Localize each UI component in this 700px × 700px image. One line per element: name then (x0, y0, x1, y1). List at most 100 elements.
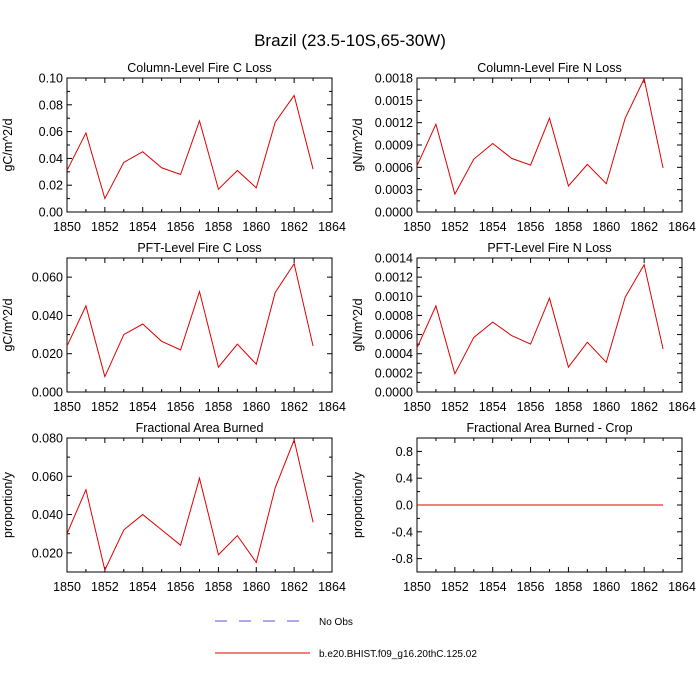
legend: No Obs b.e20.BHIST.f09_g16.20thC.125.02 (215, 617, 477, 660)
y-tick-label: 0.020 (32, 546, 63, 560)
y-tick-label: 0.04 (39, 152, 63, 166)
x-tick-label: 1862 (630, 400, 658, 414)
y-axis-label: gC/m^2/d (1, 118, 15, 171)
y-tick-label: 0.040 (32, 508, 63, 522)
x-tick-label: 1854 (479, 400, 507, 414)
y-tick-label: 0.0000 (375, 206, 413, 220)
y-tick-label: 0.4 (396, 472, 413, 486)
x-tick-label: 1850 (53, 400, 81, 414)
x-tick-label: 1854 (129, 400, 157, 414)
y-tick-label: 0.0000 (375, 386, 413, 400)
y-tick-label: 0.02 (39, 179, 63, 193)
y-tick-label: 0.0006 (375, 328, 413, 342)
y-axis-label: proportion/y (351, 471, 365, 538)
x-tick-label: 1860 (242, 400, 270, 414)
x-tick-label: 1862 (280, 580, 308, 594)
y-tick-label: 0.08 (39, 98, 63, 112)
chart-panel: PFT-Level Fire C Loss 1850 1852 1854 1856 185… (1, 241, 346, 414)
y-tick-label: 0.0014 (375, 252, 413, 266)
y-tick-label: 0.0002 (375, 366, 413, 380)
y-tick-label: 0.0004 (375, 347, 413, 361)
y-tick-label: 0.0018 (375, 72, 413, 86)
series-line (66, 262, 314, 379)
plot-frame (416, 257, 683, 393)
y-tick-label: 0.0008 (375, 309, 413, 323)
y-tick-label: 0.060 (32, 271, 63, 285)
y-tick-label: 0.060 (32, 470, 63, 484)
y-axis-label: gN/m^2/d (351, 298, 365, 351)
x-tick-label: 1850 (53, 580, 81, 594)
plot-frame (416, 77, 683, 213)
panel-title: PFT-Level Fire C Loss (137, 241, 261, 255)
x-tick-label: 1852 (91, 400, 119, 414)
chart-panel: Column-Level Fire N Loss 1850 1852 1854 1856… (351, 61, 696, 234)
x-tick-label: 1852 (441, 580, 469, 594)
panel-title: Fractional Area Burned - Crop (466, 421, 632, 435)
x-tick-label: 1852 (441, 400, 469, 414)
series-line (66, 94, 314, 200)
x-tick-label: 1856 (517, 220, 545, 234)
x-tick-label: 1858 (555, 400, 583, 414)
y-tick-label: 0.040 (32, 309, 63, 323)
x-tick-label: 1852 (91, 580, 119, 594)
y-tick-label: -0.8 (391, 552, 413, 566)
x-tick-label: 1856 (517, 580, 545, 594)
x-tick-label: 1854 (479, 220, 507, 234)
y-tick-label: 0.0010 (375, 290, 413, 304)
x-tick-label: 1850 (403, 400, 431, 414)
y-tick-label: 0.00 (39, 206, 63, 220)
x-tick-label: 1864 (668, 400, 696, 414)
chart-panel: Fractional Area Burned - Crop 1850 1852 185… (351, 421, 696, 594)
x-tick-label: 1854 (479, 580, 507, 594)
y-tick-label: 0.0 (396, 499, 413, 513)
x-tick-label: 1856 (167, 580, 195, 594)
figure-title: Brazil (23.5-10S,65-30W) (254, 31, 446, 50)
series-line (66, 438, 314, 572)
y-axis-label: gC/m^2/d (1, 298, 15, 351)
chart-panel: Column-Level Fire C Loss 1850 1852 1854 1856… (1, 61, 346, 234)
x-tick-label: 1864 (318, 400, 346, 414)
x-tick-label: 1856 (167, 400, 195, 414)
y-tick-label: 0.0009 (375, 139, 413, 153)
x-tick-label: 1864 (318, 220, 346, 234)
x-tick-label: 1862 (630, 580, 658, 594)
panel-title: PFT-Level Fire N Loss (487, 241, 611, 255)
y-tick-label: 0.06 (39, 125, 63, 139)
x-tick-label: 1862 (280, 400, 308, 414)
x-tick-label: 1852 (91, 220, 119, 234)
x-tick-label: 1850 (403, 220, 431, 234)
y-tick-label: -0.4 (391, 525, 413, 539)
x-tick-label: 1856 (517, 400, 545, 414)
legend-label-model: b.e20.BHIST.f09_g16.20thC.125.02 (319, 649, 477, 660)
legend-label-no-obs: No Obs (319, 617, 353, 628)
panel-title: Column-Level Fire C Loss (127, 61, 272, 75)
x-tick-label: 1860 (592, 580, 620, 594)
panel-title: Fractional Area Burned (136, 421, 264, 435)
x-tick-label: 1858 (555, 220, 583, 234)
x-tick-label: 1850 (53, 220, 81, 234)
x-tick-label: 1858 (205, 220, 233, 234)
y-tick-label: 0.0015 (375, 94, 413, 108)
panel-title: Column-Level Fire N Loss (477, 61, 622, 75)
x-tick-label: 1864 (668, 580, 696, 594)
plot-frame (66, 437, 333, 573)
x-tick-label: 1850 (403, 580, 431, 594)
x-tick-label: 1858 (205, 580, 233, 594)
series-line (416, 77, 664, 196)
x-tick-label: 1860 (592, 220, 620, 234)
x-tick-label: 1862 (630, 220, 658, 234)
x-tick-label: 1860 (242, 580, 270, 594)
x-tick-label: 1862 (280, 220, 308, 234)
y-tick-label: 0.000 (32, 386, 63, 400)
x-tick-label: 1854 (129, 220, 157, 234)
chart-panel: PFT-Level Fire N Loss 1850 1852 1854 1856 185… (351, 241, 696, 414)
y-tick-label: 0.080 (32, 432, 63, 446)
panel-grid: Column-Level Fire C Loss 1850 1852 1854 1856… (1, 61, 696, 594)
x-tick-label: 1860 (242, 220, 270, 234)
x-tick-label: 1852 (441, 220, 469, 234)
series-line (416, 263, 664, 376)
x-tick-label: 1860 (592, 400, 620, 414)
x-tick-label: 1858 (555, 580, 583, 594)
y-tick-label: 0.0012 (375, 271, 413, 285)
